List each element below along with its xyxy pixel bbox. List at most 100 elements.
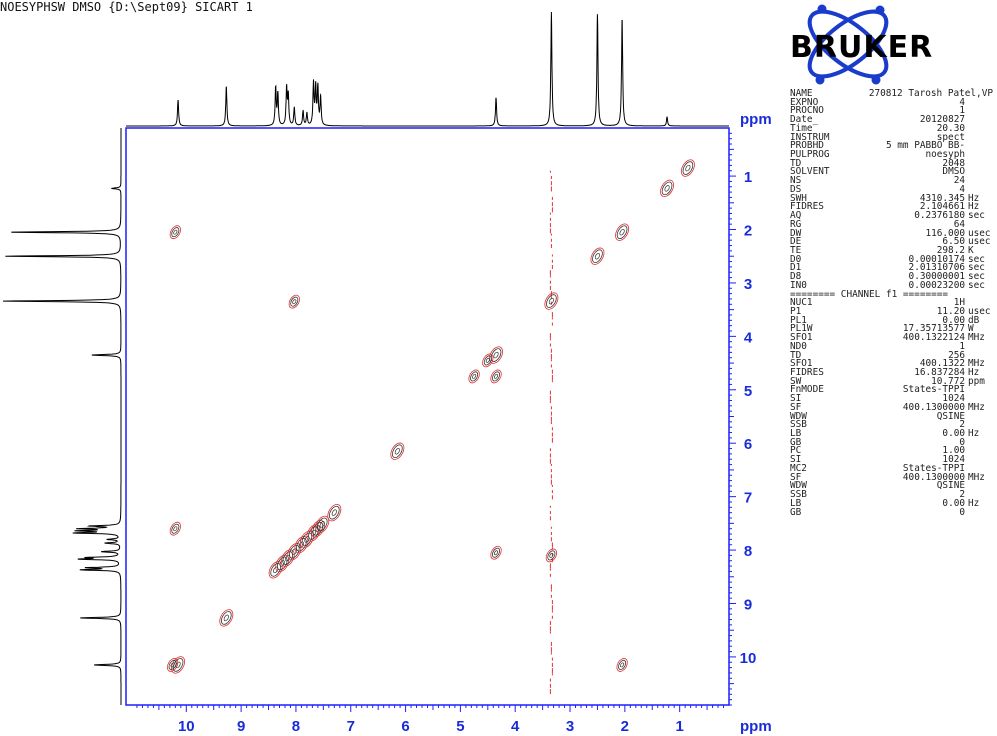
y-axis-unit: ppm [740,111,772,128]
spectrum-title: NOESYPHSW DMSO {D:\Sept09} SICART 1 [0,0,253,14]
parameter-name: TD [790,157,802,169]
contour-peak [390,442,405,460]
parameter-row: NS 24 [790,175,993,187]
contour-peak [482,353,494,368]
parameter-name: INSTRUM [790,131,830,143]
parameter-name: P1 [790,305,802,317]
parameter-row: FIDRES 2.104661 Hz [790,202,993,212]
contour-peak [680,159,695,177]
parameter-value: States-TPPI [902,462,965,474]
t1-noise-streak [549,170,553,695]
f1-projection-trace [2,128,122,705]
parameter-name: TD [790,349,802,361]
parameter-row: EXPNO 4 [790,98,993,108]
parameter-name: SFO1 [790,332,813,344]
acquisition-parameters: NAME 270812 Tarosh Patel,VP EXPNO 4 PROCNO 1 D… [790,89,993,518]
parameter-value: noesyph [925,149,965,161]
contour-peak [490,369,502,384]
parameter-name: DE [790,236,802,248]
parameter-name: PULPROG [790,149,830,161]
parameter-name: SF [790,471,802,483]
parameter-row: DW 116.000 usec [790,227,993,239]
parameter-name: GB [790,506,802,518]
parameter-name: WDW [790,480,807,492]
parameter-unit: ppm [968,375,985,387]
y-tick-label: 6 [744,436,752,453]
parameter-unit: Hz [968,428,980,440]
x-tick-label: 4 [511,718,520,735]
parameter-row: Date_ 20120827 [790,115,993,125]
parameter-value: 0.00 [942,497,965,509]
parameter-row: LB 0.00 Hz [790,497,993,509]
y-tick-label: 9 [744,596,752,613]
parameter-row: D8 0.30000001 sec [790,271,993,283]
x-tick-label: 10 [178,718,195,735]
parameter-value: 2 [959,419,965,431]
parameter-name: D1 [790,262,802,274]
parameter-unit: usec [968,227,991,239]
f1-projection [2,128,122,705]
parameter-name: SFO1 [790,358,813,370]
parameter-value: 0.00023200 [908,279,965,291]
parameter-row: RG 64 [790,218,993,230]
y-tick-label: 7 [744,490,752,507]
parameter-row: SWH 4310.345 Hz [790,194,993,204]
parameter-value: 2048 [942,157,965,169]
y-tick-label: 3 [744,276,752,293]
y-tick-label: 4 [744,329,753,346]
parameter-value: States-TPPI [902,384,965,396]
x-tick-label: 9 [237,718,245,735]
f2-projection-trace [126,11,729,127]
parameter-value: 400.1300000 [902,401,965,413]
contour-peak [615,223,630,241]
contour-peak [489,346,503,364]
parameter-row: INSTRUM spect [790,131,993,143]
parameter-name: FIDRES [790,367,824,378]
contour-peak [545,548,558,563]
axis-ticks [136,132,736,712]
parameter-row: LB 0.00 Hz [790,428,993,440]
parameter-name: D8 [790,271,802,283]
parameter-name: TE [790,244,802,256]
parameter-row: SF 400.1300000 MHz [790,471,993,483]
parameter-value: spect [936,131,965,143]
parameter-row: GB 0 [790,506,993,518]
parameter-row: AQ 0.2376180 sec [790,211,993,221]
parameter-value: 2.01310706 [908,262,965,274]
parameter-unit: K [968,244,974,256]
parameter-name: MC2 [790,462,807,474]
parameter-row: GB 0 [790,436,993,448]
contour-peaks [166,159,695,674]
parameter-row: SOLVENT DMSO [790,167,993,177]
parameter-row: SW 10.772 ppm [790,375,993,387]
parameter-name: NS [790,175,802,187]
parameter-name: DW [790,227,802,239]
parameter-name: PC [790,445,802,457]
parameter-name: D0 [790,253,802,265]
parameter-row: PULPROG noesyph [790,149,993,161]
parameter-row: FIDRES 16.837284 Hz [790,367,993,378]
parameter-value: 1H [953,297,965,309]
parameter-name: GB [790,436,802,448]
parameter-value: 256 [948,349,965,361]
y-tick-label: 8 [744,543,752,560]
parameter-row: TE 298.2 K [790,244,993,256]
x-axis-unit: ppm [740,718,772,735]
parameter-unit: MHz [968,401,985,413]
contour-peak [616,658,628,672]
parameter-name: RG [790,218,802,230]
contour-peak [219,609,234,627]
parameter-value: 16.837284 [914,367,965,378]
parameter-name: WDW [790,410,807,422]
parameter-row: SFO1 400.1322124 MHz [790,332,993,344]
parameter-unit: MHz [968,358,985,370]
parameter-unit: sec [968,253,985,265]
parameter-unit: sec [968,262,985,274]
parameter-name: PROCNO [790,105,824,117]
parameter-row: TD 256 [790,349,993,361]
parameter-name: LB [790,497,802,509]
parameter-row: PL1W 17.35713577 W [790,324,993,334]
parameter-unit: MHz [968,471,985,483]
contour-peak [327,504,342,522]
parameter-value: 0.00010174 [908,253,965,265]
